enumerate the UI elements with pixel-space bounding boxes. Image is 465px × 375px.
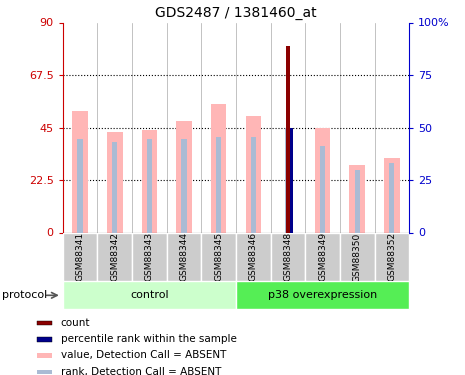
Bar [201, 232, 236, 281]
Bar [216, 137, 221, 232]
Text: protocol: protocol [2, 290, 47, 300]
Bar [349, 165, 365, 232]
Text: GSM88352: GSM88352 [387, 232, 396, 281]
Text: GSM88350: GSM88350 [353, 232, 362, 282]
Bar [246, 116, 261, 232]
Bar [132, 232, 167, 281]
Bar [107, 132, 123, 232]
Bar [315, 128, 331, 232]
Bar [36, 337, 52, 342]
Bar [286, 128, 291, 232]
Text: GSM88341: GSM88341 [76, 232, 85, 281]
Text: GSM88345: GSM88345 [214, 232, 223, 281]
Bar [271, 232, 305, 281]
Bar [290, 128, 292, 232]
Text: GSM88342: GSM88342 [110, 232, 119, 281]
Bar [251, 137, 256, 232]
Title: GDS2487 / 1381460_at: GDS2487 / 1381460_at [155, 6, 317, 20]
Bar [176, 120, 192, 232]
Text: count: count [61, 318, 90, 327]
Bar [384, 158, 400, 232]
Bar [320, 146, 325, 232]
Bar [166, 232, 201, 281]
Bar [286, 46, 290, 232]
Text: rank, Detection Call = ABSENT: rank, Detection Call = ABSENT [61, 367, 221, 375]
Bar [78, 139, 83, 232]
Bar [98, 232, 132, 281]
Bar [181, 139, 186, 232]
Text: GSM88343: GSM88343 [145, 232, 154, 281]
Bar [36, 370, 52, 374]
Bar [355, 170, 360, 232]
Text: GSM88346: GSM88346 [249, 232, 258, 281]
Text: GSM88348: GSM88348 [284, 232, 292, 281]
Text: value, Detection Call = ABSENT: value, Detection Call = ABSENT [61, 350, 226, 360]
Bar [236, 281, 409, 309]
Bar [36, 321, 52, 325]
Bar [147, 139, 152, 232]
Bar [63, 281, 236, 309]
Bar [63, 232, 98, 281]
Text: GSM88349: GSM88349 [318, 232, 327, 281]
Bar [340, 232, 375, 281]
Text: GSM88344: GSM88344 [179, 232, 188, 281]
Bar [375, 232, 409, 281]
Bar [305, 232, 340, 281]
Bar [211, 104, 226, 232]
Text: control: control [130, 290, 169, 300]
Bar [141, 130, 157, 232]
Bar [36, 353, 52, 358]
Bar [72, 111, 88, 232]
Bar [112, 141, 117, 232]
Text: p38 overexpression: p38 overexpression [268, 290, 377, 300]
Bar [236, 232, 271, 281]
Text: percentile rank within the sample: percentile rank within the sample [61, 334, 237, 344]
Bar [389, 162, 394, 232]
